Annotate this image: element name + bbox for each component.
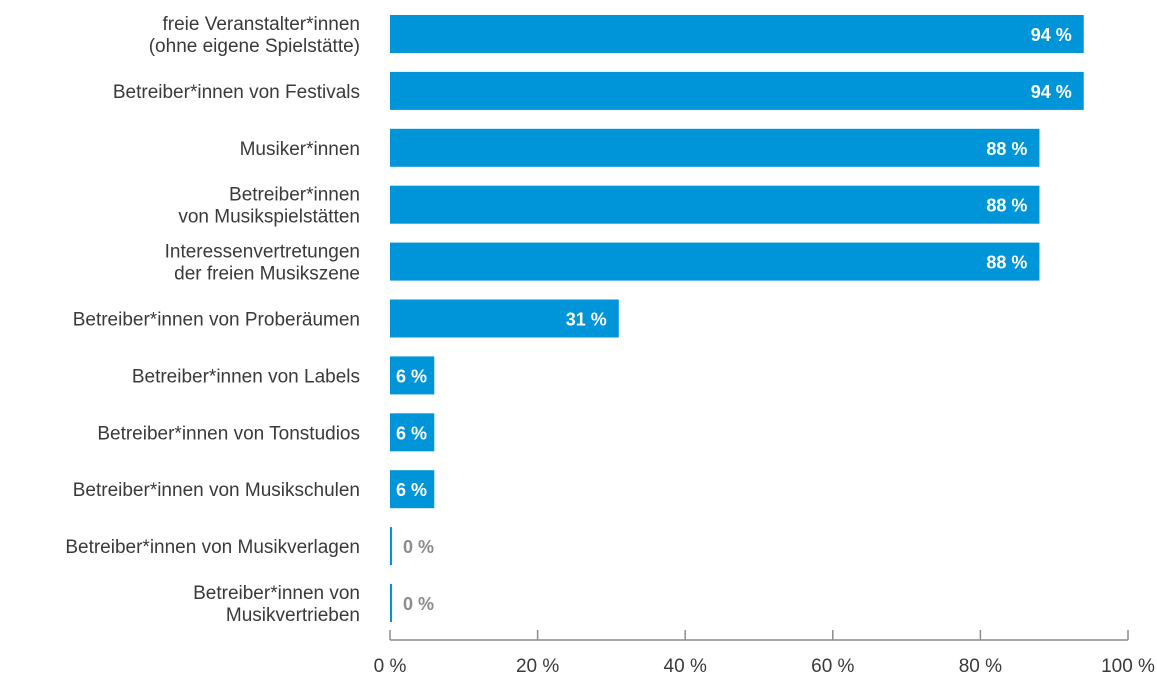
category-label: Betreiber*innen von Musikschulen bbox=[73, 480, 360, 501]
category-label: Betreiber*innen von Proberäumen bbox=[73, 310, 360, 331]
bar bbox=[390, 584, 392, 622]
x-tick-label: 100 % bbox=[1101, 656, 1155, 677]
category-label: Musiker*innen bbox=[240, 139, 360, 160]
x-tick-label: 0 % bbox=[374, 656, 407, 677]
bar bbox=[390, 356, 435, 395]
bar bbox=[390, 242, 1040, 281]
x-tick-label: 80 % bbox=[959, 656, 1002, 677]
bars-layer bbox=[390, 15, 1084, 622]
value-label: 88 % bbox=[986, 196, 1027, 216]
value-label: 88 % bbox=[986, 253, 1027, 273]
category-label: Betreiber*innen von Labels bbox=[132, 366, 360, 387]
category-label: Betreiber*innen bbox=[229, 185, 360, 206]
category-labels: freie Veranstalter*innen(ohne eigene Spi… bbox=[65, 14, 360, 626]
x-tick-label: 20 % bbox=[516, 656, 559, 677]
value-label: 0 % bbox=[403, 537, 434, 557]
bar bbox=[390, 527, 392, 566]
x-axis: 0 % 20 % 40 % 60 % 80 % 100 % bbox=[374, 630, 1155, 677]
category-label: der freien Musikszene bbox=[174, 264, 360, 285]
category-label: von Musikspielstätten bbox=[178, 207, 360, 228]
value-label: 6 % bbox=[396, 366, 427, 386]
bar bbox=[390, 185, 1040, 224]
bar bbox=[390, 299, 619, 338]
category-label: Interessenvertretungen bbox=[165, 242, 360, 263]
value-label: 94 % bbox=[1031, 82, 1072, 102]
value-label: 31 % bbox=[566, 310, 607, 330]
bar bbox=[390, 413, 435, 452]
value-label: 0 % bbox=[403, 594, 434, 614]
category-label: Musikvertrieben bbox=[226, 605, 360, 626]
bar bbox=[390, 15, 1084, 53]
value-labels: 94 % 94 % 88 % 88 % 88 % 31 % 6 % 6 % 6 % 0 % 0 % bbox=[396, 25, 1072, 614]
bar bbox=[390, 128, 1040, 167]
category-label: Betreiber*innen von Festivals bbox=[113, 82, 360, 103]
value-label: 6 % bbox=[396, 423, 427, 443]
category-label: Betreiber*innen von Musikverlagen bbox=[65, 537, 360, 558]
value-label: 88 % bbox=[986, 139, 1027, 159]
category-label: Betreiber*innen von bbox=[193, 583, 360, 604]
x-tick-label: 40 % bbox=[664, 656, 707, 677]
category-label: (ohne eigene Spielstätte) bbox=[149, 36, 360, 57]
bar bbox=[390, 470, 435, 509]
x-tick-label: 60 % bbox=[811, 656, 854, 677]
category-label: freie Veranstalter*innen bbox=[162, 14, 360, 35]
category-label: Betreiber*innen von Tonstudios bbox=[97, 423, 360, 444]
bar bbox=[390, 71, 1084, 110]
value-label: 94 % bbox=[1031, 25, 1072, 45]
value-label: 6 % bbox=[396, 480, 427, 500]
